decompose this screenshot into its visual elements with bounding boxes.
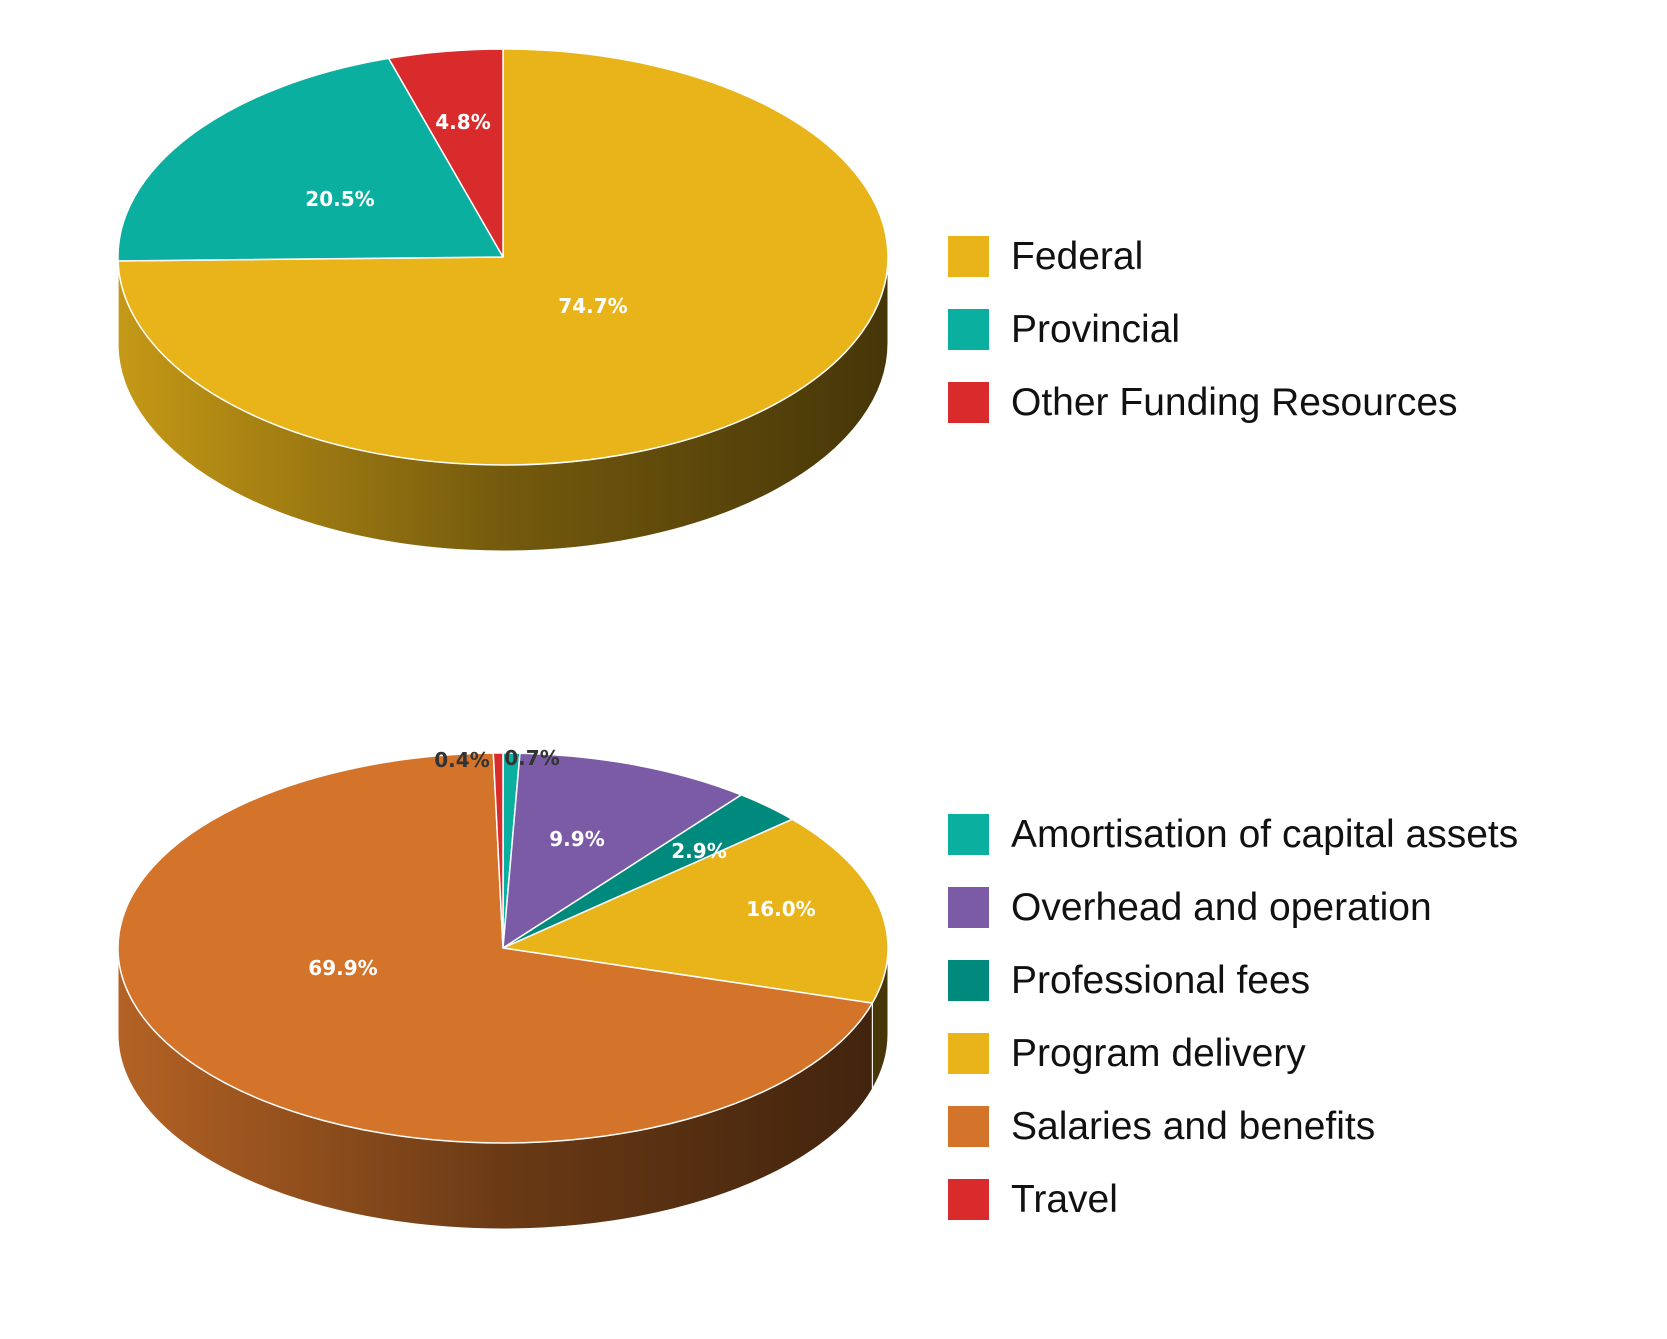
- slice-value-label: 69.9%: [308, 956, 377, 980]
- legend-item-provincial: Provincial: [948, 293, 1458, 366]
- slice-value-label: 2.9%: [671, 839, 726, 863]
- legend-item-federal: Federal: [948, 220, 1458, 293]
- legend-item-salaries: Salaries and benefits: [948, 1090, 1518, 1163]
- legend-swatch-icon: [948, 1179, 989, 1220]
- legend-item-travel: Travel: [948, 1163, 1518, 1236]
- legend-label: Provincial: [1011, 307, 1181, 351]
- funding-pie: 74.7% 20.5% 4.8%: [117, 48, 889, 552]
- legend-label: Salaries and benefits: [1011, 1104, 1376, 1148]
- slice-value-label: 20.5%: [305, 187, 374, 211]
- legend-item-professional-fees: Professional fees: [948, 944, 1518, 1017]
- slice-value-label: 9.9%: [549, 827, 604, 851]
- legend-label: Amortisation of capital assets: [1011, 812, 1519, 856]
- legend-swatch-icon: [948, 887, 989, 928]
- slice-value-label: 0.4%: [434, 748, 489, 772]
- legend-label: Program delivery: [1011, 1031, 1306, 1075]
- legend-swatch-icon: [948, 1106, 989, 1147]
- slice-value-label: 74.7%: [558, 294, 627, 318]
- legend-label: Other Funding Resources: [1011, 380, 1458, 424]
- slice-value-label: 16.0%: [746, 897, 815, 921]
- slice-value-label: 0.7%: [504, 746, 559, 770]
- legend-label: Professional fees: [1011, 958, 1311, 1002]
- expenses-legend: Amortisation of capital assets Overhead …: [948, 798, 1518, 1236]
- expenses-pie: 0.7% 9.9% 2.9% 16.0% 69.9% 0.4%: [117, 746, 889, 1230]
- legend-swatch-icon: [948, 814, 989, 855]
- legend-swatch-icon: [948, 309, 989, 350]
- legend-label: Federal: [1011, 234, 1144, 278]
- legend-swatch-icon: [948, 1033, 989, 1074]
- legend-swatch-icon: [948, 960, 989, 1001]
- legend-item-other-funding: Other Funding Resources: [948, 366, 1458, 439]
- legend-item-program-delivery: Program delivery: [948, 1017, 1518, 1090]
- legend-item-overhead: Overhead and operation: [948, 871, 1518, 944]
- legend-label: Travel: [1011, 1177, 1118, 1221]
- funding-legend: Federal Provincial Other Funding Resourc…: [948, 220, 1458, 439]
- legend-swatch-icon: [948, 236, 989, 277]
- expenses-pie-chart: 0.7% 9.9% 2.9% 16.0% 69.9% 0.4% Amortisation …: [0, 680, 1667, 1339]
- legend-swatch-icon: [948, 382, 989, 423]
- legend-label: Overhead and operation: [1011, 885, 1432, 929]
- legend-item-amortisation: Amortisation of capital assets: [948, 798, 1518, 871]
- slice-value-label: 4.8%: [435, 110, 490, 134]
- funding-pie-chart: 74.7% 20.5% 4.8% Federal Provincial Other …: [0, 0, 1667, 640]
